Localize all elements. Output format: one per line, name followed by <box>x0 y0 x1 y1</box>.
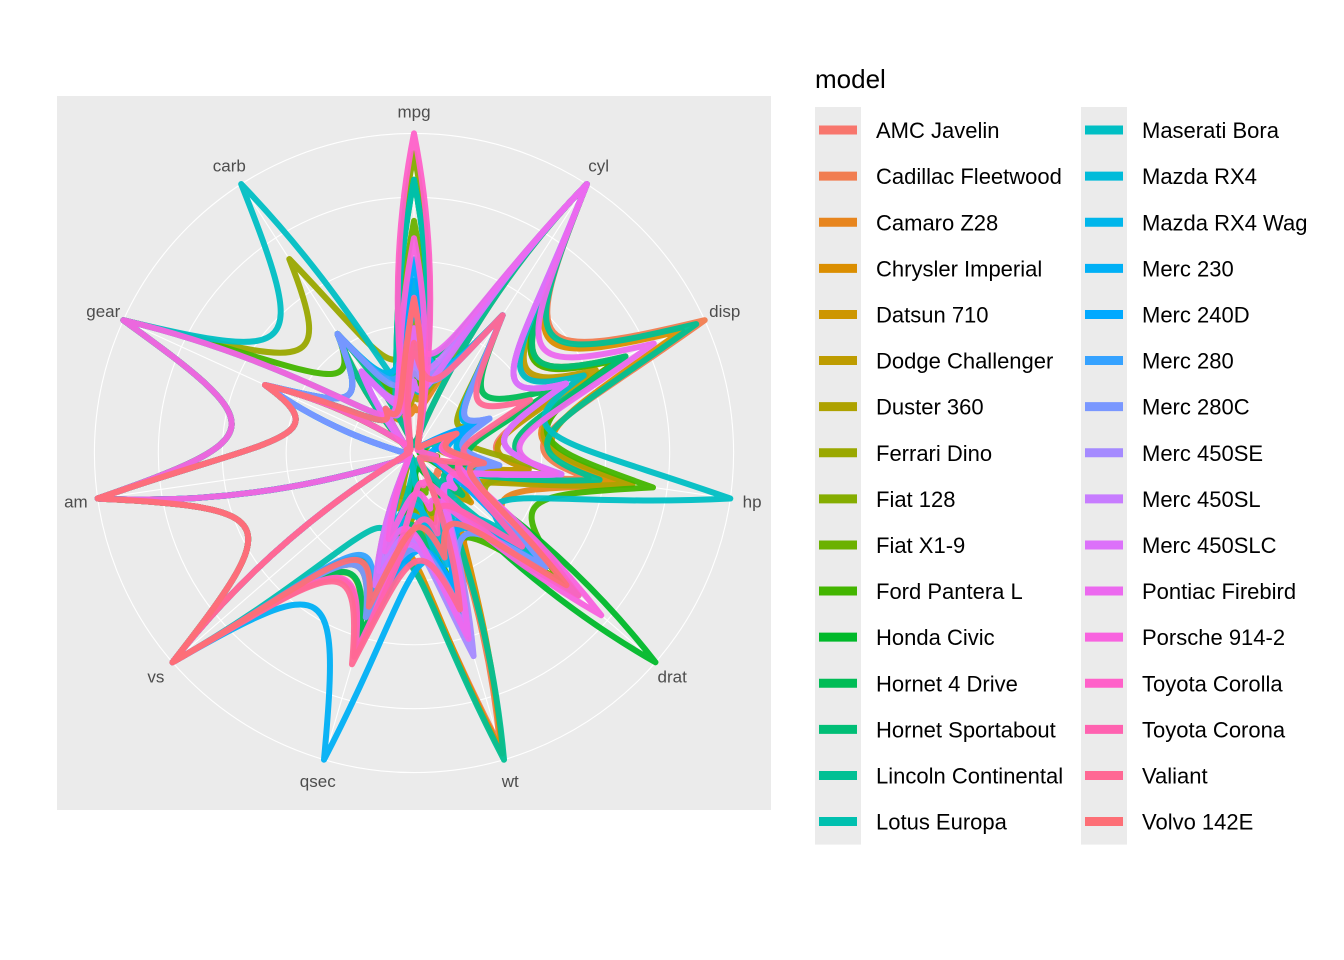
axis-label-hp: hp <box>743 493 762 512</box>
legend-entry-label: Merc 450SLC <box>1142 533 1277 558</box>
legend-entry-label: Lotus Europa <box>876 810 1008 835</box>
series-lines <box>94 130 734 763</box>
legend-entry-label: Valiant <box>1142 763 1208 788</box>
legend-key-background <box>815 107 861 845</box>
axis-label-gear: gear <box>86 302 120 321</box>
legend-entry-label: Hornet 4 Drive <box>876 671 1018 696</box>
grid-spoke-am <box>97 452 415 500</box>
legend-entry-label: Volvo 142E <box>1142 810 1253 835</box>
legend-entry-label: Fiat X1-9 <box>876 533 965 558</box>
legend-entry-label: Pontiac Firebird <box>1142 579 1296 604</box>
legend-entry-label: Chrysler Imperial <box>876 256 1042 281</box>
legend-title: model <box>815 64 886 94</box>
axis-label-disp: disp <box>709 302 740 321</box>
legend: model AMC Javelin Cadillac Fleetwood Camaro… <box>815 64 1307 845</box>
legend-entry-label: Merc 450SL <box>1142 487 1261 512</box>
grid-spoke-vs <box>172 452 415 663</box>
legend-entry-label: Lincoln Continental <box>876 763 1063 788</box>
legend-entry-label: Merc 280C <box>1142 395 1250 420</box>
legend-entry-label: Fiat 128 <box>876 487 956 512</box>
series-line-valiant <box>169 312 534 668</box>
axis-label-drat: drat <box>658 668 688 687</box>
axis-labels: mpg cyl disp hp drat wt qsec vs am gear carb <box>64 102 762 790</box>
legend-entry-label: Datsun 710 <box>876 302 989 327</box>
legend-entry-label: Ford Pantera L <box>876 579 1023 604</box>
legend-entry-label: Duster 360 <box>876 395 984 420</box>
legend-entry-label: Mazda RX4 Wag <box>1142 210 1307 235</box>
axis-label-carb: carb <box>213 157 246 176</box>
legend-entry-label: Mazda RX4 <box>1142 164 1257 189</box>
legend-entry-label: Ferrari Dino <box>876 441 992 466</box>
axis-label-vs: vs <box>147 668 164 687</box>
axis-label-qsec: qsec <box>300 772 336 791</box>
axis-label-cyl: cyl <box>588 157 609 176</box>
axis-label-am: am <box>64 493 88 512</box>
series-line-volvo-142e <box>94 296 570 666</box>
legend-entry-label: Dodge Challenger <box>876 349 1053 374</box>
legend-entry-label: Maserati Bora <box>1142 118 1280 143</box>
legend-entry-label: Honda Civic <box>876 625 995 650</box>
axis-label-mpg: mpg <box>397 102 430 121</box>
legend-entry-label: Merc 240D <box>1142 302 1250 327</box>
legend-entry-label: Porsche 914-2 <box>1142 625 1285 650</box>
legend-entry-label: Merc 230 <box>1142 256 1234 281</box>
legend-entry-label: Merc 280 <box>1142 349 1234 374</box>
legend-entry-label: AMC Javelin <box>876 118 999 143</box>
legend-key-background <box>1081 107 1127 845</box>
axis-label-wt: wt <box>501 772 519 791</box>
legend-entry-label: Merc 450SE <box>1142 441 1263 466</box>
legend-entry-label: Hornet Sportabout <box>876 717 1056 742</box>
legend-entry-label: Toyota Corolla <box>1142 671 1283 696</box>
legend-entry-label: Toyota Corona <box>1142 717 1286 742</box>
legend-entry-label: Camaro Z28 <box>876 210 998 235</box>
legend-entry-label: Cadillac Fleetwood <box>876 164 1062 189</box>
